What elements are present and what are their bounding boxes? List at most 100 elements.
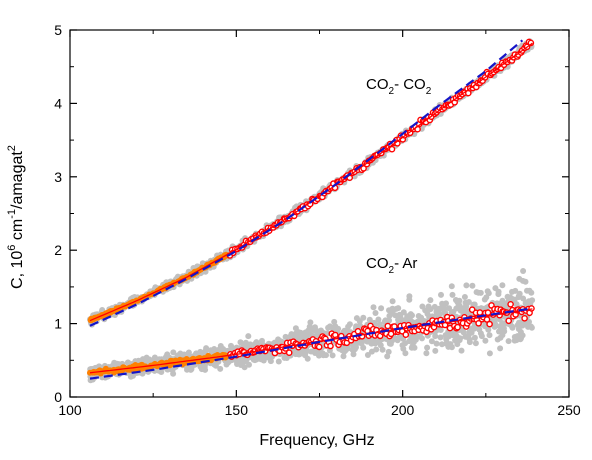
co2ar-gray-point — [390, 306, 397, 313]
co2ar-gray-point — [438, 291, 444, 298]
co2ar-gray-point — [461, 294, 468, 300]
co2ar-gray-point — [505, 338, 512, 345]
co2ar-red-circle — [528, 305, 535, 312]
co2ar-gray-point — [448, 283, 455, 290]
co2ar-gray-point — [360, 344, 367, 351]
x-tick-label: 200 — [391, 402, 415, 418]
co2ar-gray-point — [466, 336, 473, 343]
co2ar-gray-point — [409, 342, 416, 349]
co2ar-gray-point — [378, 305, 385, 312]
co2ar-gray-point — [301, 330, 308, 337]
y-axis-title-exp3: 2 — [6, 145, 18, 151]
co2ar-gray-point — [424, 310, 431, 317]
axis-ticks — [69, 29, 570, 398]
co2ar-gray-point — [344, 327, 351, 334]
y-tick-label: 3 — [54, 169, 62, 185]
y-axis-title-mid: cm — [9, 219, 26, 245]
co2ar-gray-point — [402, 350, 409, 357]
co2ar-gray-point — [369, 337, 376, 344]
co2ar-gray-point — [494, 300, 500, 307]
co2ar-gray-point — [245, 333, 252, 340]
co2ar-gray-point — [246, 361, 252, 368]
y-axis-title-mid2: /amagat — [9, 151, 26, 209]
co2ar-gray-point — [438, 305, 445, 312]
co2ar-gray-point — [520, 268, 527, 274]
co2ar-gray-point — [419, 303, 426, 310]
co2ar-gray-point — [335, 325, 342, 332]
co2ar-gray-point — [458, 347, 465, 354]
co2ar-gray-point — [375, 338, 381, 345]
co2ar-gray-point — [329, 352, 336, 359]
y-tick-label: 1 — [54, 316, 62, 332]
co2ar-gray-point — [346, 321, 353, 328]
co2ar-gray-point — [170, 349, 177, 356]
co2ar-red-circle — [454, 323, 461, 331]
co2ar-red-circle — [521, 314, 528, 322]
x-tick-label: 100 — [58, 402, 82, 418]
co2ar-gray-point — [372, 310, 379, 316]
x-tick-label: 250 — [557, 402, 581, 418]
co2ar-gray-point — [520, 295, 527, 302]
co2ar-red-circle — [507, 300, 514, 308]
y-axis-title-exp1: 6 — [6, 245, 18, 251]
co2ar-gray-point — [523, 299, 530, 306]
co2ar-gray-point — [331, 318, 338, 325]
co2ar-gray-point — [497, 334, 504, 341]
co2ar-red-circle — [315, 343, 323, 351]
co2ar-gray-point — [526, 318, 532, 325]
co2ar-gray-point — [472, 340, 479, 347]
co2ar-gray-point — [185, 349, 192, 356]
co2ar-gray-point — [516, 275, 523, 282]
co2ar-red-circle — [476, 309, 484, 316]
co2ar-gray-point — [304, 355, 311, 362]
co2ar-gray-point — [477, 289, 484, 296]
co2ar-gray-point — [164, 351, 171, 358]
co2ar-gray-point — [517, 329, 524, 335]
co2ar-gray-point — [453, 305, 460, 312]
co2ar-gray-point — [275, 358, 282, 365]
co2ar-red-circle — [505, 317, 513, 325]
co2ar-gray-point — [509, 324, 516, 331]
co2ar-gray-point — [524, 287, 530, 294]
model-lines-group — [89, 39, 533, 380]
co2ar-gray-point — [513, 301, 520, 308]
co2ar-gray-point — [327, 323, 333, 330]
label-co2-co2: CO2- CO2 — [366, 76, 432, 97]
co2ar-gray-point — [433, 308, 440, 315]
co2ar-gray-point — [373, 346, 380, 353]
co2ar-gray-point — [353, 315, 360, 322]
x-axis-title: Frequency, GHz — [259, 432, 374, 449]
co2ar-gray-point — [463, 282, 470, 289]
co2ar-gray-point — [340, 353, 347, 360]
co2ar-gray-point — [453, 333, 460, 340]
co2ar-gray-point — [492, 285, 499, 292]
co2ar-gray-point — [217, 343, 224, 349]
co2ar-gray-point — [386, 312, 393, 319]
co2ar-gray-point — [486, 332, 493, 339]
co2ar-gray-point — [282, 333, 289, 340]
co2co2-orange-point — [88, 315, 95, 322]
co2ar-gray-point — [406, 293, 413, 300]
co2ar-gray-point — [437, 334, 444, 341]
co2co2-blue-model-line — [89, 39, 524, 327]
y-tick-label: 5 — [54, 22, 62, 38]
y-axis-title-prefix: C, 10 — [9, 251, 26, 289]
co2ar-gray-point — [439, 300, 446, 307]
co2ar-gray-point — [423, 350, 430, 357]
co2ar-red-circle — [475, 319, 482, 327]
co2ar-blue-model-line — [89, 307, 530, 380]
co2ar-gray-point — [379, 346, 386, 353]
co2ar-gray-point — [428, 338, 435, 345]
co2ar-gray-point — [509, 288, 515, 295]
co2co2-red-circle — [388, 145, 396, 153]
co2ar-gray-point — [476, 326, 483, 333]
co2ar-red-circle — [402, 331, 410, 339]
co2ar-gray-point — [407, 311, 414, 318]
co2ar-gray-point — [471, 334, 478, 341]
co2ar-gray-point — [396, 333, 403, 340]
co2ar-gray-point — [305, 329, 312, 336]
co2ar-gray-point — [492, 320, 499, 327]
co2ar-gray-point — [482, 337, 489, 344]
co2ar-gray-point — [471, 325, 478, 332]
co2ar-gray-point — [424, 344, 431, 351]
